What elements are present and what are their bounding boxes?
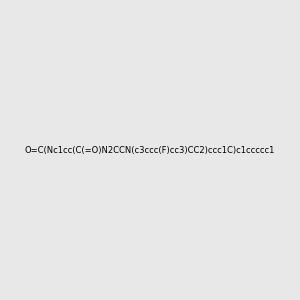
- Text: O=C(Nc1cc(C(=O)N2CCN(c3ccc(F)cc3)CC2)ccc1C)c1ccccc1: O=C(Nc1cc(C(=O)N2CCN(c3ccc(F)cc3)CC2)ccc…: [25, 146, 275, 154]
